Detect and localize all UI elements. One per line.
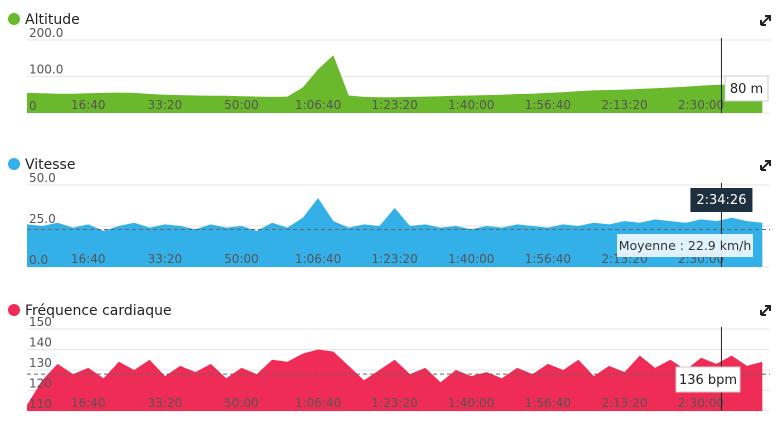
legend-dot [8, 158, 20, 170]
chart: Altitude 0 100.0 200.0 16:40 33:20 50:00 1:06:4… [8, 12, 770, 114]
area [27, 198, 763, 267]
y-tick-label: 100.0 [29, 63, 63, 77]
x-tick-label: 33:20 [148, 98, 183, 112]
x-tick-label: 1:56:40 [525, 252, 571, 266]
x-tick-label: 1:06:40 [295, 98, 341, 112]
x-tick-label: 16:40 [71, 396, 106, 410]
chart: Fréquence cardiaque 110 120 130 140 150 16:40 3… [8, 303, 770, 412]
x-tick-label: 1:56:40 [525, 98, 571, 112]
tooltip-box [675, 366, 741, 393]
expand-icon[interactable] [760, 160, 771, 171]
tooltip-label: 80 m [730, 82, 763, 97]
mean-label: Moyenne : 22.9 km/h [619, 238, 752, 253]
expand-icon[interactable] [760, 305, 771, 316]
chart-title: Fréquence cardiaque [25, 303, 172, 319]
x-tick-label: 50:00 [224, 98, 259, 112]
x-tick-label: 1:23:20 [372, 98, 418, 112]
x-tick-label: 1:06:40 [295, 396, 341, 410]
legend-dot [8, 13, 20, 25]
y-tick-label: 0.0 [29, 253, 48, 267]
x-tick-label: 1:23:20 [372, 396, 418, 410]
x-tick-label: 50:00 [224, 396, 259, 410]
x-tick-label: 16:40 [71, 252, 106, 266]
x-tick-label: 16:40 [71, 98, 106, 112]
y-tick-label: 150 [29, 315, 52, 329]
y-tick-label: 0 [29, 99, 37, 113]
tooltip-box [724, 75, 769, 102]
y-tick-label: 120 [29, 377, 52, 391]
x-tick-label: 2:13:20 [601, 396, 647, 410]
y-tick-label: 25.0 [29, 212, 56, 226]
x-tick-label: 1:40:00 [448, 252, 494, 266]
x-tick-label: 33:20 [148, 252, 183, 266]
legend-dot [8, 304, 20, 316]
chart: Vitesse 0.0 25.0 50.0 16:40 33:20 50:00 1:06:40… [8, 157, 770, 268]
expand-icons [760, 15, 771, 316]
tooltip-label: 136 bpm [679, 373, 737, 388]
x-tick-label: 2:13:20 [601, 98, 647, 112]
x-tick-label: 2:30:00 [678, 98, 724, 112]
chart-title: Vitesse [25, 157, 75, 173]
y-tick-label: 110 [29, 397, 52, 411]
y-tick-label: 130 [29, 356, 52, 370]
x-tick-label: 1:40:00 [448, 396, 494, 410]
chart-title: Altitude [25, 12, 80, 28]
expand-icon[interactable] [760, 15, 771, 26]
cursor-box [690, 188, 753, 212]
cursor-label: 2:34:26 [696, 193, 746, 208]
x-tick-label: 2:30:00 [678, 396, 724, 410]
y-tick-label: 200.0 [29, 26, 63, 40]
x-tick-label: 33:20 [148, 396, 183, 410]
x-tick-label: 50:00 [224, 252, 259, 266]
y-tick-label: 140 [29, 336, 52, 350]
area [27, 349, 763, 411]
x-tick-label: 1:23:20 [372, 252, 418, 266]
x-tick-label: 1:06:40 [295, 252, 341, 266]
y-tick-label: 50.0 [29, 171, 56, 185]
x-tick-label: 1:40:00 [448, 98, 494, 112]
mean-box [617, 234, 753, 257]
x-tick-label: 1:56:40 [525, 396, 571, 410]
area [27, 55, 763, 113]
